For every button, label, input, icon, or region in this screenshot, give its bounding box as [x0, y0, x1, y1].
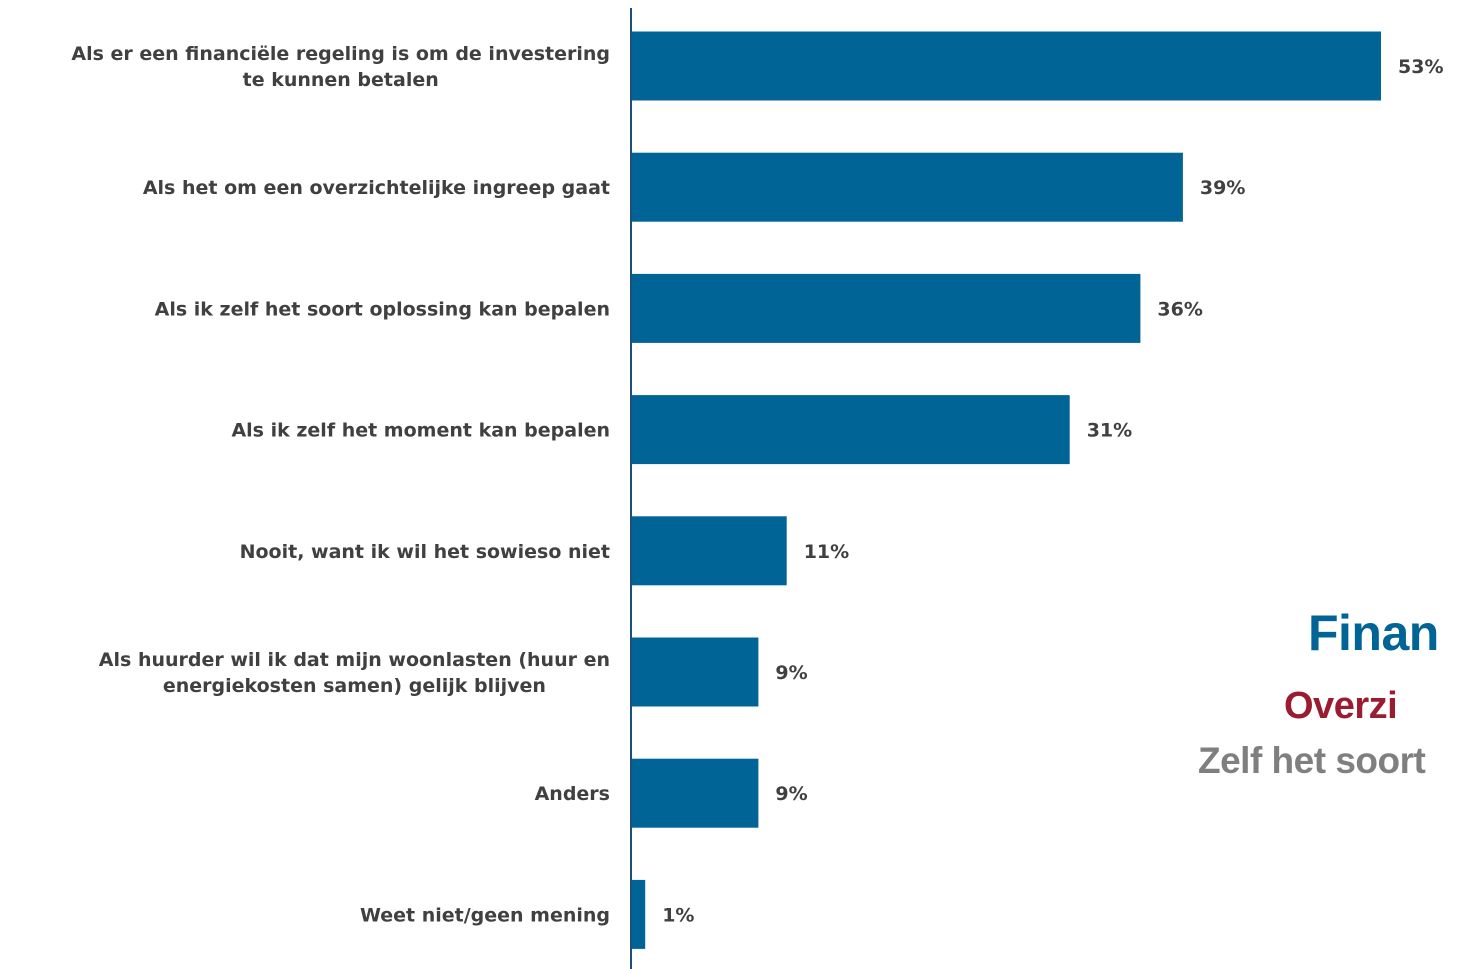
value-label-2: 39%	[1200, 177, 1245, 199]
category-label-6-line-1: Als huurder wil ik dat mijn woonlasten (…	[99, 649, 610, 671]
value-label-5: 11%	[804, 541, 849, 563]
category-label-6-line-2: energiekosten samen) gelijk blijven	[163, 675, 546, 697]
value-label-4: 31%	[1087, 420, 1132, 442]
category-label-3: Als ik zelf het soort oplossing kan bepa…	[155, 298, 610, 320]
value-labels-group: 53% 39% 36% 31% 11% 9% 9% 1%	[662, 56, 1443, 926]
category-label-1-line-1: Als er een financiële regeling is om de …	[71, 43, 610, 65]
value-label-7: 9%	[775, 783, 807, 805]
value-label-1: 53%	[1398, 56, 1443, 78]
bars-group	[631, 31, 1381, 949]
value-label-8: 1%	[662, 904, 694, 926]
word-cloud-term-1: Finan	[1308, 605, 1439, 661]
word-cloud-term-3: Zelf het soort	[1198, 740, 1426, 781]
category-labels-group: Als er een financiële regeling is om de …	[71, 43, 610, 926]
bar-2	[631, 152, 1183, 222]
category-label-2: Als het om een overzichtelijke ingreep g…	[143, 177, 610, 199]
bar-8	[631, 879, 646, 949]
category-label-5: Nooit, want ik wil het sowieso niet	[240, 541, 610, 563]
bar-4	[631, 395, 1070, 465]
category-label-8: Weet niet/geen mening	[360, 904, 610, 926]
bar-6	[631, 637, 759, 707]
bar-1	[631, 31, 1381, 101]
word-cloud-term-2: Overzi	[1284, 685, 1398, 727]
bar-3	[631, 273, 1141, 343]
category-label-4: Als ik zelf het moment kan bepalen	[231, 420, 610, 442]
bar-7	[631, 758, 759, 828]
category-label-7: Anders	[535, 783, 610, 805]
category-label-1-line-2: te kunnen betalen	[243, 69, 439, 91]
value-label-3: 36%	[1157, 298, 1202, 320]
bar-5	[631, 516, 787, 586]
value-label-6: 9%	[775, 662, 807, 684]
